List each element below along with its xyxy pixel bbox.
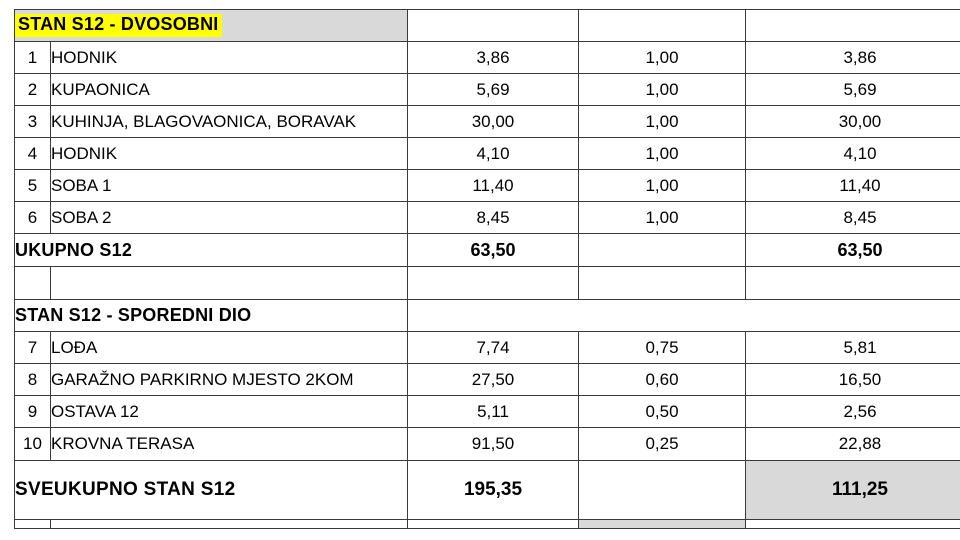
row-area[interactable]: 8,45 bbox=[407, 201, 579, 234]
table-row: 2 KUPAONICA 5,69 1,00 5,69 bbox=[14, 73, 960, 106]
row-index[interactable]: 1 bbox=[14, 41, 51, 74]
section-total-result[interactable]: 63,50 bbox=[745, 233, 960, 267]
row-factor[interactable]: 1,00 bbox=[578, 105, 746, 138]
table-row: 3 KUHINJA, BLAGOVAONICA, BORAVAK 30,00 1… bbox=[14, 105, 960, 138]
table-row: 9 OSTAVA 12 5,11 0,50 2,56 bbox=[14, 395, 960, 428]
row-factor[interactable]: 1,00 bbox=[578, 41, 746, 74]
spacer-cell-name[interactable] bbox=[50, 266, 408, 300]
row-result[interactable]: 4,10 bbox=[745, 137, 960, 170]
row-factor[interactable]: 1,00 bbox=[578, 169, 746, 202]
section-total-label[interactable]: UKUPNO S12 bbox=[14, 233, 408, 267]
row-area[interactable]: 30,00 bbox=[407, 105, 579, 138]
clipped-cell-index[interactable] bbox=[14, 519, 51, 529]
row-result[interactable]: 3,86 bbox=[745, 41, 960, 74]
row-index[interactable]: 2 bbox=[14, 73, 51, 106]
row-area[interactable]: 91,50 bbox=[407, 427, 579, 461]
section-header-blank-area[interactable] bbox=[407, 9, 579, 42]
section-header-blank-secondary[interactable] bbox=[407, 299, 960, 332]
row-name[interactable]: HODNIK bbox=[50, 41, 408, 74]
row-result[interactable]: 30,00 bbox=[745, 105, 960, 138]
row-name[interactable]: KUPAONICA bbox=[50, 73, 408, 106]
section-total-area[interactable]: 63,50 bbox=[407, 233, 579, 267]
section-header-blank-factor[interactable] bbox=[578, 9, 746, 42]
row-name[interactable]: HODNIK bbox=[50, 137, 408, 170]
table-row: 1 HODNIK 3,86 1,00 3,86 bbox=[14, 41, 960, 74]
clipped-cell-factor[interactable] bbox=[578, 519, 746, 529]
row-result[interactable]: 8,45 bbox=[745, 201, 960, 234]
row-area[interactable]: 5,69 bbox=[407, 73, 579, 106]
row-area[interactable]: 3,86 bbox=[407, 41, 579, 74]
table-row: 10 KROVNA TERASA 91,50 0,25 22,88 bbox=[14, 427, 960, 461]
row-index[interactable]: 10 bbox=[14, 427, 51, 461]
row-index[interactable]: 8 bbox=[14, 363, 51, 396]
spacer-row bbox=[14, 266, 960, 300]
row-name[interactable]: LOĐA bbox=[50, 331, 408, 364]
row-area[interactable]: 5,11 bbox=[407, 395, 579, 428]
row-result[interactable]: 16,50 bbox=[745, 363, 960, 396]
clipped-next-row bbox=[14, 519, 960, 529]
row-index[interactable]: 3 bbox=[14, 105, 51, 138]
row-name[interactable]: SOBA 2 bbox=[50, 201, 408, 234]
row-result[interactable]: 22,88 bbox=[745, 427, 960, 461]
row-index[interactable]: 4 bbox=[14, 137, 51, 170]
row-index[interactable]: 7 bbox=[14, 331, 51, 364]
table-row: 8 GARAŽNO PARKIRNO MJESTO 2KOM 27,50 0,6… bbox=[14, 363, 960, 396]
clipped-cell-name[interactable] bbox=[50, 519, 408, 529]
row-index[interactable]: 6 bbox=[14, 201, 51, 234]
row-area[interactable]: 27,50 bbox=[407, 363, 579, 396]
row-result[interactable]: 2,56 bbox=[745, 395, 960, 428]
clipped-cell-result[interactable] bbox=[745, 519, 960, 529]
section-title-cell-main[interactable]: STAN S12 - DVOSOBNI bbox=[14, 9, 408, 42]
spacer-cell-area[interactable] bbox=[407, 266, 579, 300]
table-row: 5 SOBA 1 11,40 1,00 11,40 bbox=[14, 169, 960, 202]
grand-total-row: SVEUKUPNO STAN S12 195,35 111,25 bbox=[14, 460, 960, 520]
row-factor[interactable]: 1,00 bbox=[578, 73, 746, 106]
grand-total-result[interactable]: 111,25 bbox=[745, 460, 960, 520]
row-index[interactable]: 9 bbox=[14, 395, 51, 428]
row-name[interactable]: GARAŽNO PARKIRNO MJESTO 2KOM bbox=[50, 363, 408, 396]
row-name[interactable]: KUHINJA, BLAGOVAONICA, BORAVAK bbox=[50, 105, 408, 138]
section-header-row: STAN S12 - SPOREDNI DIO bbox=[14, 299, 960, 332]
spacer-cell-factor[interactable] bbox=[578, 266, 746, 300]
spacer-cell-result[interactable] bbox=[745, 266, 960, 300]
row-name[interactable]: OSTAVA 12 bbox=[50, 395, 408, 428]
row-area[interactable]: 7,74 bbox=[407, 331, 579, 364]
row-factor[interactable]: 0,60 bbox=[578, 363, 746, 396]
row-result[interactable]: 5,69 bbox=[745, 73, 960, 106]
section-header-row: STAN S12 - DVOSOBNI bbox=[14, 9, 960, 42]
row-result[interactable]: 11,40 bbox=[745, 169, 960, 202]
spacer-cell-index[interactable] bbox=[14, 266, 51, 300]
section-total-factor[interactable] bbox=[578, 233, 746, 267]
row-factor[interactable]: 0,50 bbox=[578, 395, 746, 428]
row-factor[interactable]: 1,00 bbox=[578, 201, 746, 234]
grand-total-factor[interactable] bbox=[578, 460, 746, 520]
row-index[interactable]: 5 bbox=[14, 169, 51, 202]
row-name[interactable]: KROVNA TERASA bbox=[50, 427, 408, 461]
table-row: 6 SOBA 2 8,45 1,00 8,45 bbox=[14, 201, 960, 234]
table-row: 7 LOĐA 7,74 0,75 5,81 bbox=[14, 331, 960, 364]
row-area[interactable]: 11,40 bbox=[407, 169, 579, 202]
section-header-blank-result[interactable] bbox=[745, 9, 960, 42]
row-factor[interactable]: 0,75 bbox=[578, 331, 746, 364]
area-schedule-table: STAN S12 - DVOSOBNI 1 HODNIK 3,86 1,00 3… bbox=[14, 9, 960, 529]
grand-total-area[interactable]: 195,35 bbox=[407, 460, 579, 520]
row-factor[interactable]: 1,00 bbox=[578, 137, 746, 170]
row-area[interactable]: 4,10 bbox=[407, 137, 579, 170]
section-total-row: UKUPNO S12 63,50 63,50 bbox=[14, 233, 960, 267]
clipped-cell-area[interactable] bbox=[407, 519, 579, 529]
section-title-main: STAN S12 - DVOSOBNI bbox=[15, 14, 222, 37]
row-factor[interactable]: 0,25 bbox=[578, 427, 746, 461]
section-title-secondary[interactable]: STAN S12 - SPOREDNI DIO bbox=[14, 299, 408, 332]
row-name[interactable]: SOBA 1 bbox=[50, 169, 408, 202]
row-result[interactable]: 5,81 bbox=[745, 331, 960, 364]
table-row: 4 HODNIK 4,10 1,00 4,10 bbox=[14, 137, 960, 170]
grand-total-label[interactable]: SVEUKUPNO STAN S12 bbox=[14, 460, 408, 520]
